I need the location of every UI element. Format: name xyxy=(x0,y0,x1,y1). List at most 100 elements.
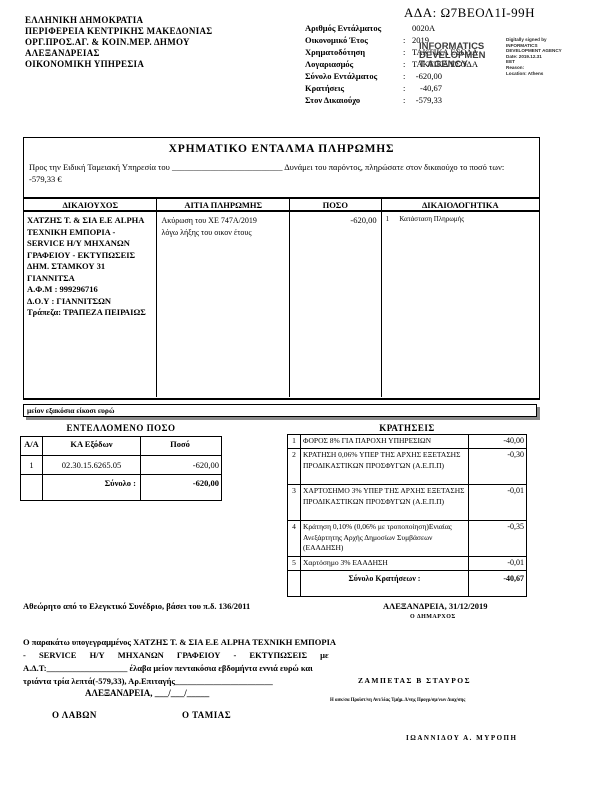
order-summary-fields: Αριθμός Εντάλματος 0020Α Οικονομικό Έτος… xyxy=(305,22,478,106)
deduction-amount: -0,30 xyxy=(507,450,524,459)
committed-amount-table: Α/Α ΚΑ Εξόδων Ποσό 1 02.30.15.6265.05 -6… xyxy=(20,436,222,501)
deduction-amount: -0,01 xyxy=(507,486,524,495)
page-title: ΧΡΗΜΑΤΙΚΟ ΕΝΤΑΛΜΑ ΠΛΗΡΩΜΗΣ xyxy=(168,143,395,155)
stamp-detail-line: Location: Athens xyxy=(506,70,544,76)
empty-cell xyxy=(21,475,43,500)
deductions-table: 1 ΦΟΡΟΣ 8% ΓΙΑ ΠΑΡΟΧΗ ΥΠΗΡΕΣΙΩΝ -40,00 2… xyxy=(287,434,527,597)
field-label: Λογαριασμός xyxy=(305,59,354,69)
deduction-description: Χαρτόσημο 3% ΕΑΑΔΗΣΗ xyxy=(301,557,469,570)
column-header-expense-code: ΚΑ Εξόδων xyxy=(43,437,141,455)
field-label: Αριθμός Εντάλματος xyxy=(305,23,382,33)
expense-amount: -620,00 xyxy=(192,460,219,470)
deduction-amount: -40,00 xyxy=(503,436,524,445)
payment-table-body: ΧΑΤΖΗΣ Τ. & ΣΙΑ Ε.Ε ALPHA ΤΕΧΝΙΚΗ ΕΜΠΟΡΙ… xyxy=(24,212,539,397)
field-row-fiscal-year: Οικονομικό Έτος : 2019 xyxy=(305,34,478,46)
reason-line: Ακύρωση του ΧΕ 747Α/2019 xyxy=(161,216,257,225)
expense-code: 02.30.15.6265.05 xyxy=(43,456,141,474)
watermark-line: DEVELOPMEN xyxy=(419,50,486,61)
field-value: 0020Α xyxy=(412,23,436,33)
committed-total-row: Σύνολο : -620,00 xyxy=(21,475,221,500)
deduction-row: 2 ΚΡΑΤΗΣΗ 0,06% ΥΠΕΡ ΤΗΣ ΑΡΧΗΣ ΕΞΕΤΑΣΗΣ … xyxy=(288,449,526,485)
beneficiary-bank: Τράπεζα: ΤΡΑΠΕΖΑ ΠΕΙΡΑΙΩΣ xyxy=(27,307,146,317)
beneficiary-line: ΓΡΑΦΕΙΟΥ - ΕΚΤΥΠΩΣΕΙΣ xyxy=(27,249,136,260)
empty-cell xyxy=(288,571,301,596)
field-row-order-number: Αριθμός Εντάλματος 0020Α xyxy=(305,22,478,34)
deduction-amount: -0,01 xyxy=(507,558,524,567)
column-header-justifications: ΔΙΚΑΙΟΛΟΓΗΤΙΚΑ xyxy=(421,200,499,210)
field-separator: : xyxy=(403,35,406,45)
watermark-line: T AGENCY xyxy=(419,59,468,70)
deduction-row: 3 ΧΑΡΤΟΣΗΜΟ 3% ΥΠΕΡ ΤΗΣ ΑΡΧΗΣ ΕΞΕΤΑΣΗΣ Π… xyxy=(288,485,526,521)
beneficiary-line: ΧΑΤΖΗΣ Τ. & ΣΙΑ Ε.Ε ALPHA xyxy=(27,215,145,225)
deduction-amount: -0,35 xyxy=(507,522,524,531)
stamp-detail-line: DEVELOPMENT AGENCY xyxy=(506,48,562,54)
field-separator: : xyxy=(403,95,406,105)
authority-line: ΑΛΕΞΑΝΔΡΕΙΑΣ xyxy=(25,48,100,58)
deductions-title: ΚΡΑΤΗΣΕΙΣ xyxy=(379,423,435,433)
field-label: Στον Δικαιούχο xyxy=(305,95,361,105)
deduction-row: 4 Κράτηση 0,10% (0,06% με τροποποίηση)Εν… xyxy=(288,521,526,557)
column-header-payment-reason: ΑΙΤΙΑ ΠΛΗΡΩΜΗΣ xyxy=(157,199,290,210)
receipt-declaration: Ο παρακάτω υπογεγραμμένος ΧΑΤΖΗΣ Τ. & ΣΙ… xyxy=(23,636,423,688)
beneficiary-cell: ΧΑΤΖΗΣ Τ. & ΣΙΑ Ε.Ε ALPHA ΤΕΧΝΙΚΗ ΕΜΠΟΡΙ… xyxy=(24,212,158,397)
deduction-number: 2 xyxy=(288,449,301,484)
authority-line: ΠΕΡΙΦΕΡΕΙΑ ΚΕΝΤΡΙΚΗΣ ΜΑΚΕΔΟΝΙΑΣ xyxy=(25,26,213,36)
mayor-title: Ο ΔΗΜΑΡΧΟΣ xyxy=(410,614,456,620)
receipt-line: - SERVICE Η/Υ ΜΗΧΑΝΩΝ ΓΡΑΦΕΙΟΥ - ΕΚΤΥΠΩΣ… xyxy=(23,650,329,660)
cashier-signature-label: Ο ΤΑΜΙΑΣ xyxy=(182,710,232,720)
place-date-blank: ΑΛΕΞΑΝΔΡΕΙΑ, ___/___/_____ xyxy=(85,688,210,698)
issuing-authority-block: ΕΛΛΗΝΙΚΗ ΔΗΜΟΚΡΑΤΙΑ ΠΕΡΙΦΕΡΕΙΑ ΚΕΝΤΡΙΚΗΣ… xyxy=(25,15,212,70)
deduction-row: 1 ΦΟΡΟΣ 8% ΓΙΑ ΠΑΡΟΧΗ ΥΠΗΡΕΣΙΩΝ -40,00 xyxy=(288,435,526,449)
ada-code: ΑΔΑ: Ω7ΒΕΟΛ1Ι-99Η xyxy=(404,5,536,20)
deduction-number: 5 xyxy=(288,557,301,570)
stamp-detail-line: EET xyxy=(506,59,515,65)
field-separator: : xyxy=(403,59,406,69)
deductions-total-amount: -40,67 xyxy=(503,574,524,583)
beneficiary-tax-office: Δ.Ο.Υ : ΓΙΑΝΝΙΤΣΩΝ xyxy=(27,295,112,306)
field-row-account: Λογαριασμός : ΤΑΚΤΙΚΑ ΕΣΟΔΑ xyxy=(305,58,478,70)
second-signer-name: ΙΩΑΝΝΙΔΟΥ Α. ΜΥΡΟΠΗ xyxy=(406,734,518,742)
authority-line: ΟΙΚΟΝΟΜΙΚΗ ΥΠΗΡΕΣΙΑ xyxy=(25,59,145,69)
deductions-total-row: Σύνολο Κρατήσεων : -40,67 xyxy=(288,571,526,596)
treasury-name-blank: __________________________ xyxy=(172,162,283,172)
field-label: Κρατήσεις xyxy=(305,83,345,93)
field-value: -40,67 xyxy=(420,83,442,93)
justifications-cell: 1 Κατάσταση Πληρωμής xyxy=(382,212,539,397)
beneficiary-line: ΔΗΜ. ΣΤΑΜΚΟΥ 31 xyxy=(27,261,106,271)
net-amount-text: -579,33 € xyxy=(29,174,62,184)
amount-cell: -620,00 xyxy=(290,212,382,397)
receipt-line: τριάντα τρία λεπτά(-579,33), Αρ.Επιταγής… xyxy=(23,676,273,686)
field-row-net-to-beneficiary: Στον Δικαιούχο : -579,33 xyxy=(305,94,478,106)
receipt-line: Α.Δ.Τ:___________________ έλαβα μείον πε… xyxy=(23,663,313,673)
payment-reason-cell: Ακύρωση του ΧΕ 747Α/2019 λόγω λήξης του … xyxy=(157,212,290,397)
treasurer-signer-name: ΖΑΜΠΕΤΑΣ Β ΣΤΑΥΡΟΣ xyxy=(358,676,472,685)
authority-line: ΟΡΓ.ΠΡΟΣ.ΑΓ. & ΚΟΙΝ.ΜΕΡ. ΔΗΜΟΥ xyxy=(25,37,190,47)
order-instruction: Προς την Ειδική Ταμειακή Υπηρεσία του __… xyxy=(29,161,535,185)
digital-signature-watermark: INFORMATICS DEVELOPMEN T AGENCY xyxy=(419,41,486,70)
column-header-aa: Α/Α xyxy=(21,437,43,455)
committed-amount-title: ΕΝΤΕΛΛΟΜΕΝΟ ΠΟΣΟ xyxy=(66,423,176,433)
field-label: Οικονομικό Έτος xyxy=(305,35,368,45)
field-value: 2019 xyxy=(412,35,429,45)
amount-in-words-strip: μείον εξακόσια είκοσι ευρώ xyxy=(23,404,537,417)
field-separator: : xyxy=(403,71,406,81)
deduction-number: 3 xyxy=(288,485,301,520)
deduction-description: Κράτηση 0,10% (0,06% με τροποποίηση)Ενια… xyxy=(301,521,469,556)
column-header-beneficiary: ΔΙΚΑΙΟΥΧΟΣ xyxy=(24,199,158,210)
treasurer-signer-title: Η ασκ/σα Προϊστ/νη Αντ/λίας Τμήμ. Δ/νης … xyxy=(330,698,466,703)
watermark-line: INFORMATICS xyxy=(419,41,485,52)
beneficiary-line: ΤΕΧΝΙΚΗ ΕΜΠΟΡΙΑ - xyxy=(27,226,116,237)
field-separator: : xyxy=(403,83,406,93)
field-separator xyxy=(403,22,412,34)
instruction-text: Δυνάμει του παρόντος, πληρώσατε στον δικ… xyxy=(284,162,505,172)
field-separator: : xyxy=(403,47,406,57)
field-label: Χρηματοδότηση xyxy=(305,47,366,57)
payment-table-header: ΔΙΚΑΙΟΥΧΟΣ ΑΙΤΙΑ ΠΛΗΡΩΜΗΣ ΠΟΣΟ ΔΙΚΑΙΟΛΟΓ… xyxy=(24,199,539,212)
field-label: Σύνολο Εντάλματος xyxy=(305,71,378,81)
committed-table-header: Α/Α ΚΑ Εξόδων Ποσό xyxy=(21,437,221,456)
deduction-description: ΚΡΑΤΗΣΗ 0,06% ΥΠΕΡ ΤΗΣ ΑΡΧΗΣ ΕΞΕΤΑΣΗΣ ΠΡ… xyxy=(301,449,469,484)
deduction-number: 1 xyxy=(288,435,301,448)
deduction-description: ΦΟΡΟΣ 8% ΓΙΑ ΠΑΡΟΧΗ ΥΠΗΡΕΣΙΩΝ xyxy=(301,435,469,448)
audit-note: Αθεώρητο από το Ελεγκτικό Συνέδριο, βάσε… xyxy=(23,601,251,611)
